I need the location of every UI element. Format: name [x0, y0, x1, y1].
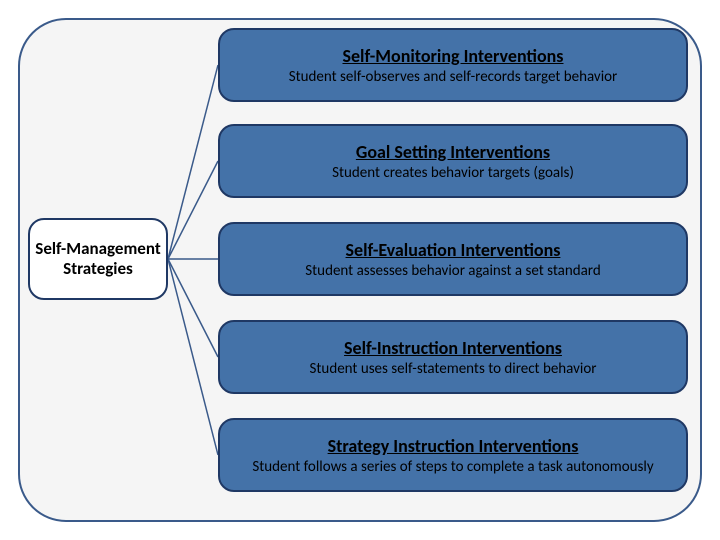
branch-desc: Student self-observes and self-records t… — [289, 69, 618, 86]
branch-title: Strategy Instruction Interventions — [328, 435, 579, 457]
branch-node: Self-Instruction Interventions Student us… — [218, 320, 688, 394]
branch-desc: Student assesses behavior against a set … — [305, 263, 600, 280]
root-label: Self-Management Strategies — [30, 239, 166, 278]
branch-desc: Student creates behavior targets (goals) — [332, 165, 574, 182]
branch-desc: Student follows a series of steps to com… — [252, 459, 653, 476]
branch-node: Self-Evaluation Interventions Student ass… — [218, 222, 688, 296]
branch-node: Self-Monitoring Interventions Student sel… — [218, 28, 688, 102]
root-node: Self-Management Strategies — [28, 218, 168, 300]
branch-title: Self-Monitoring Interventions — [342, 45, 563, 67]
branch-title: Goal Setting Interventions — [356, 141, 550, 163]
branch-title: Self-Evaluation Interventions — [346, 239, 561, 261]
branch-desc: Student uses self-statements to direct b… — [310, 361, 597, 378]
branch-title: Self-Instruction Interventions — [344, 337, 562, 359]
branch-node: Strategy Instruction Interventions Studen… — [218, 418, 688, 492]
branch-node: Goal Setting Interventions Student create… — [218, 124, 688, 198]
